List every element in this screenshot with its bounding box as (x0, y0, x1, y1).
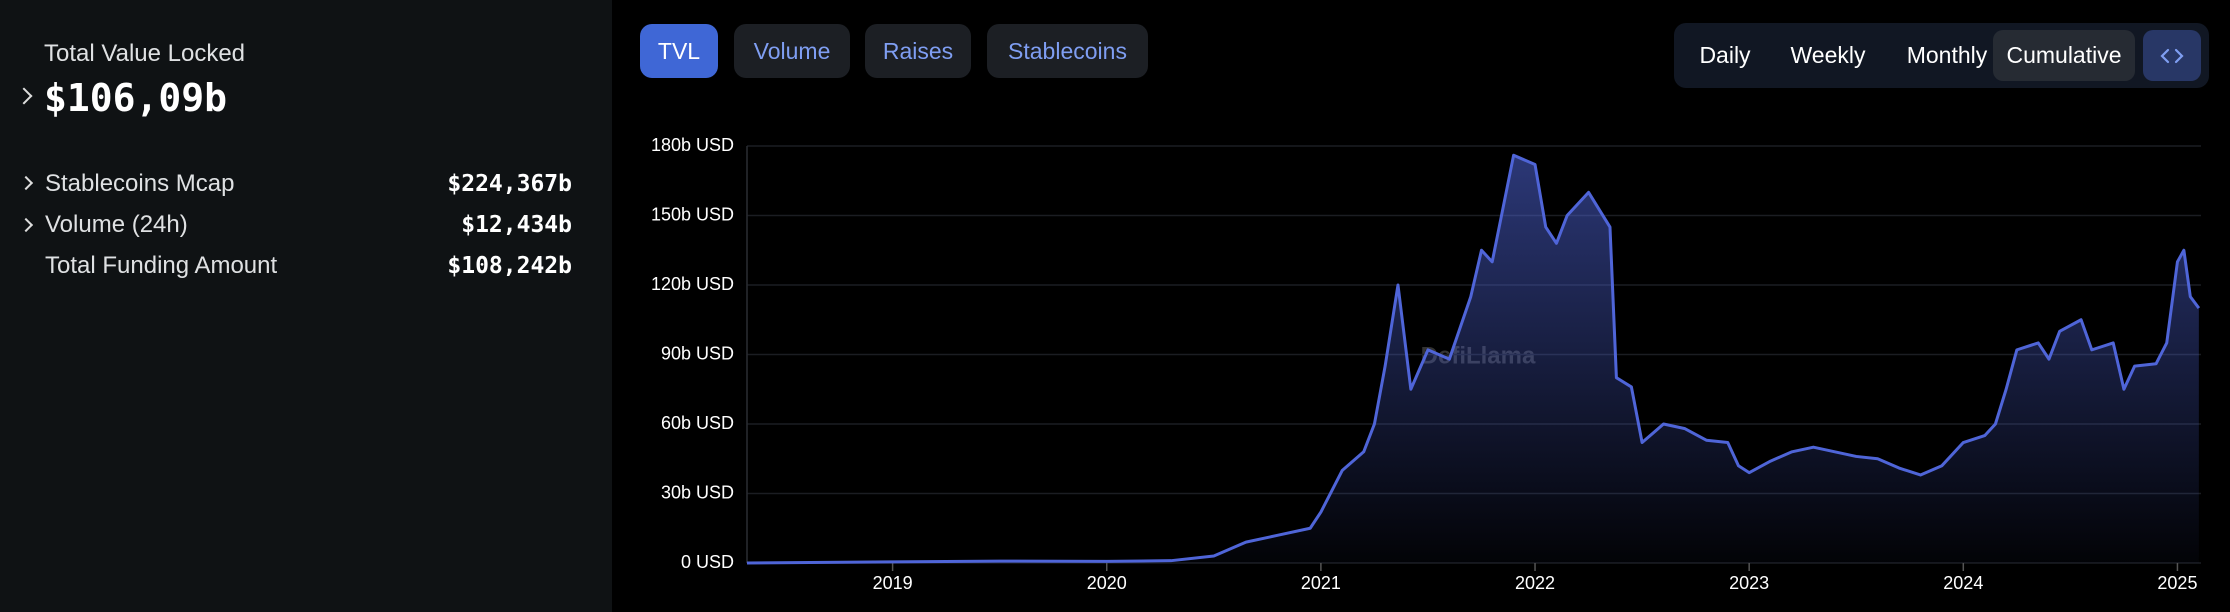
period-button[interactable]: Daily (1699, 42, 1751, 68)
area (747, 155, 2199, 563)
sidebar: Total Value Locked $106,09b Stablecoins … (0, 0, 612, 612)
tab[interactable]: Volume (734, 24, 850, 78)
period-button[interactable]: Cumulative (1993, 30, 2135, 81)
y-tick-label: 150b USD (651, 204, 734, 224)
x-tick-label: 2024 (1943, 573, 1983, 593)
tab[interactable]: Stablecoins (987, 24, 1148, 78)
y-tick-label: 180b USD (651, 135, 734, 155)
x-tick-label: 2019 (873, 573, 913, 593)
period-selector: Daily Weekly Monthly Cumulative (1674, 23, 2209, 88)
stat-value: $224,367b (447, 171, 572, 197)
embed-button[interactable] (2143, 30, 2201, 81)
x-tick-label: 2025 (2157, 573, 2197, 593)
y-tick-label: 60b USD (661, 413, 734, 433)
tab[interactable]: Raises (865, 24, 971, 78)
period-button[interactable]: Monthly (1906, 42, 1988, 68)
period-button[interactable]: Weekly (1790, 42, 1866, 68)
embed-icon (2160, 48, 2184, 63)
y-tick-label: 0 USD (681, 552, 734, 572)
stat-label: Total Funding Amount (45, 252, 278, 279)
stat-label: Stablecoins Mcap (45, 170, 235, 197)
x-tick-label: 2021 (1301, 573, 1341, 593)
headline-label: Total Value Locked (44, 40, 246, 67)
x-tick-label: 2020 (1087, 573, 1127, 593)
stat-label: Volume (24h) (45, 211, 188, 238)
x-tick-label: 2023 (1729, 573, 1769, 593)
stat-value: $12,434b (461, 212, 572, 238)
line (746, 153, 2201, 565)
y-tick-label: 120b USD (651, 274, 734, 294)
y-tick-label: 30b USD (661, 482, 734, 502)
y-tick-label: 90b USD (661, 343, 734, 363)
headline-value: $106,09b (44, 76, 228, 120)
tab[interactable]: TVL (640, 24, 718, 78)
stat-value: $108,242b (447, 253, 572, 279)
x-tick-label: 2022 (1515, 573, 1555, 593)
